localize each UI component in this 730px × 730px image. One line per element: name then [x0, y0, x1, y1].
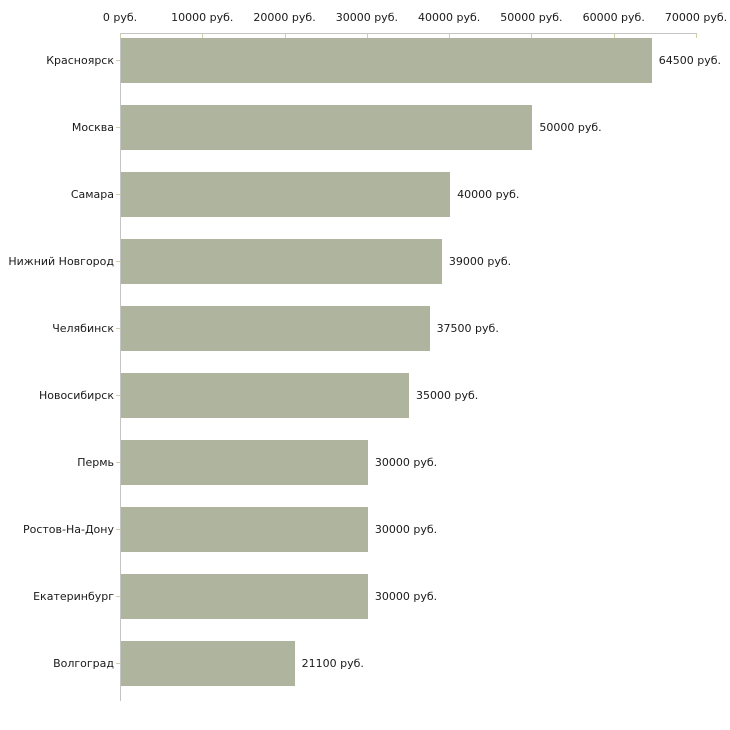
y-axis-tick-mark: [116, 328, 120, 329]
category-label: Самара: [70, 188, 114, 201]
x-tick-label: 50000 руб.: [500, 11, 563, 24]
value-label: 30000 руб.: [374, 456, 438, 469]
x-tick-label: 20000 руб.: [253, 11, 316, 24]
bar-rows: Красноярск 64500 руб. Москва 50000 руб. …: [0, 27, 730, 697]
x-tick-mark: [366, 34, 368, 38]
bar-track: 40000 руб.: [121, 161, 697, 228]
bar-row: Пермь 30000 руб.: [0, 429, 730, 496]
category-cell: Москва: [0, 121, 120, 134]
x-tick-mark: [531, 34, 533, 38]
x-tick-mark: [696, 34, 697, 38]
y-axis-line: [120, 33, 121, 701]
x-tick-label: 40000 руб.: [418, 11, 481, 24]
y-axis-tick-mark: [116, 462, 120, 463]
bar-track: 21100 руб.: [121, 630, 697, 697]
x-tick-label: 10000 руб.: [171, 11, 234, 24]
y-axis-tick-mark: [116, 127, 120, 128]
value-label: 37500 руб.: [436, 322, 499, 335]
x-tick-mark: [284, 34, 286, 38]
bar-track: 64500 руб.: [121, 27, 721, 94]
category-cell: Новосибирск: [0, 389, 120, 402]
value-label: 64500 руб.: [658, 54, 721, 67]
category-label: Екатеринбург: [33, 590, 114, 603]
bar: [121, 641, 295, 686]
bar-row: Волгоград 21100 руб.: [0, 630, 730, 697]
x-axis-labels: 0 руб. 10000 руб. 20000 руб. 30000 руб. 4000…: [0, 0, 730, 33]
bar-track: 37500 руб.: [121, 295, 697, 362]
x-tick-label: 70000 руб.: [664, 11, 728, 24]
category-label: Новосибирск: [38, 389, 114, 402]
x-tick-mark: [202, 34, 204, 38]
bar: [121, 38, 652, 83]
y-axis-tick-mark: [116, 194, 120, 195]
category-cell: Нижний Новгород: [0, 255, 120, 268]
bar-row: Ростов-На-Дону 30000 руб.: [0, 496, 730, 563]
bar-row: Красноярск 64500 руб.: [0, 27, 730, 94]
bar: [121, 440, 368, 485]
x-axis-line: [120, 33, 697, 34]
category-label: Ростов-На-Дону: [22, 523, 114, 536]
bar: [121, 172, 451, 217]
x-tick-label: 0 руб.: [102, 11, 138, 24]
category-cell: Екатеринбург: [0, 590, 120, 603]
category-label: Красноярск: [46, 54, 114, 67]
value-label: 50000 руб.: [539, 121, 602, 134]
y-axis-tick-mark: [116, 529, 120, 530]
bar-track: 30000 руб.: [121, 563, 697, 630]
category-cell: Челябинск: [0, 322, 120, 335]
category-label: Нижний Новгород: [8, 255, 114, 268]
bar-row: Челябинск 37500 руб.: [0, 295, 730, 362]
y-axis-tick-mark: [116, 60, 120, 61]
y-axis-tick-mark: [116, 663, 120, 664]
bar-row: Нижний Новгород 39000 руб.: [0, 228, 730, 295]
category-cell: Ростов-На-Дону: [0, 523, 120, 536]
bar: [121, 373, 409, 418]
bar: [121, 574, 368, 619]
x-tick-label: 60000 руб.: [582, 11, 645, 24]
y-axis-tick-mark: [116, 596, 120, 597]
bar: [121, 306, 430, 351]
category-label: Челябинск: [52, 322, 114, 335]
bar: [121, 507, 368, 552]
value-label: 21100 руб.: [301, 657, 364, 670]
bar: [121, 105, 533, 150]
category-label: Пермь: [77, 456, 114, 469]
bar-track: 50000 руб.: [121, 94, 697, 161]
category-cell: Волгоград: [0, 657, 120, 670]
category-label: Москва: [71, 121, 114, 134]
x-tick-mark: [120, 34, 121, 38]
x-tick-mark: [613, 34, 615, 38]
bar-row: Екатеринбург 30000 руб.: [0, 563, 730, 630]
bar-track: 30000 руб.: [121, 496, 697, 563]
value-label: 30000 руб.: [374, 590, 438, 603]
bar-row: Новосибирск 35000 руб.: [0, 362, 730, 429]
bar-row: Москва 50000 руб.: [0, 94, 730, 161]
bar-row: Самара 40000 руб.: [0, 161, 730, 228]
value-label: 35000 руб.: [416, 389, 479, 402]
bar-track: 35000 руб.: [121, 362, 697, 429]
value-label: 30000 руб.: [374, 523, 438, 536]
value-label: 39000 руб.: [448, 255, 512, 268]
x-tick-label: 30000 руб.: [335, 11, 398, 24]
category-cell: Самара: [0, 188, 120, 201]
value-label: 40000 руб.: [457, 188, 520, 201]
bar-track: 30000 руб.: [121, 429, 697, 496]
category-cell: Красноярск: [0, 54, 120, 67]
y-axis-tick-mark: [116, 261, 120, 262]
x-tick-mark: [449, 34, 451, 38]
category-cell: Пермь: [0, 456, 120, 469]
y-axis-tick-mark: [116, 395, 120, 396]
bar-track: 39000 руб.: [121, 228, 697, 295]
bar: [121, 239, 442, 284]
category-label: Волгоград: [53, 657, 114, 670]
